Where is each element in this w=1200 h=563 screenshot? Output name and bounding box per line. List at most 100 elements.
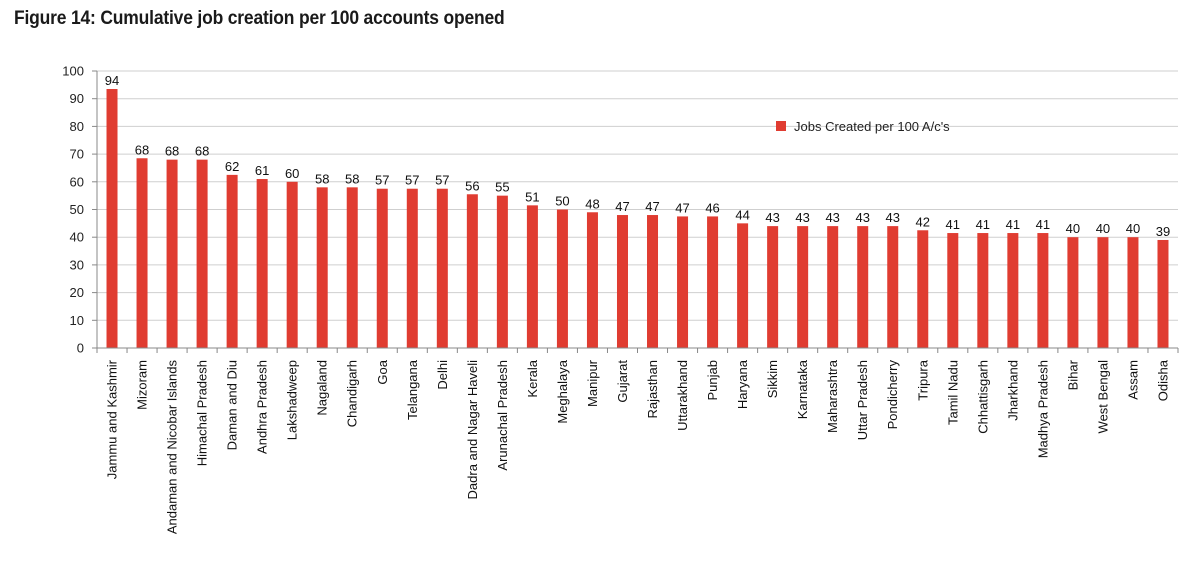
category-label: Rajasthan <box>645 360 660 419</box>
bar <box>767 226 779 348</box>
y-tick-label: 0 <box>77 341 84 356</box>
bar <box>496 195 508 348</box>
category-label: Punjab <box>705 360 720 400</box>
category-label: Bihar <box>1065 359 1080 390</box>
legend-swatch <box>776 121 786 131</box>
bar <box>616 215 628 348</box>
bar <box>316 187 328 348</box>
category-label: Uttarakhand <box>675 360 690 431</box>
data-labels: 94 68 68 68 62 61 60 58 58 57 57 57 56 55 51 50 48 47 47 47… <box>105 73 1170 239</box>
category-label: Arunachal Pradesh <box>495 360 510 471</box>
category-label: Sikkim <box>765 360 780 398</box>
bars <box>106 89 1169 348</box>
data-label: 51 <box>525 189 539 204</box>
bar <box>106 89 118 348</box>
category-label: Chhattisgarh <box>975 360 990 434</box>
data-label: 40 <box>1096 221 1110 236</box>
y-tick-label: 40 <box>70 230 84 245</box>
data-label: 41 <box>976 217 990 232</box>
legend-entry: Jobs Created per 100 A/c's <box>794 119 950 134</box>
data-label: 57 <box>435 173 449 188</box>
bar <box>707 216 719 348</box>
category-label: Karnataka <box>795 359 810 419</box>
data-label: 47 <box>615 199 629 214</box>
data-label: 44 <box>735 207 749 222</box>
bar <box>1097 237 1109 348</box>
y-tick-label: 100 <box>62 64 84 79</box>
category-label: West Bengal <box>1095 360 1110 434</box>
category-label: Jharkhand <box>1005 360 1020 421</box>
bar <box>857 226 869 348</box>
data-label: 43 <box>825 210 839 225</box>
category-label: Uttar Pradesh <box>855 360 870 440</box>
data-label: 41 <box>946 217 960 232</box>
category-label: Nagaland <box>315 360 330 416</box>
category-label: Andaman and Nicobar Islands <box>165 360 180 535</box>
bar <box>526 205 538 348</box>
bar <box>436 188 448 348</box>
y-tick-label: 10 <box>70 313 84 328</box>
bar <box>586 212 598 348</box>
category-label: Pondicherry <box>885 360 900 430</box>
figure-title: Figure 14: Cumulative job creation per 1… <box>14 8 505 29</box>
category-label: Lakshadweep <box>285 360 300 440</box>
gridlines <box>97 70 1178 321</box>
data-label: 58 <box>345 171 359 186</box>
data-label: 41 <box>1036 217 1050 232</box>
category-label: Daman and Diu <box>225 360 240 450</box>
data-label: 57 <box>405 173 419 188</box>
bar <box>887 226 899 348</box>
bar <box>286 181 298 348</box>
data-label: 56 <box>465 178 479 193</box>
bar <box>647 215 659 348</box>
y-tick-label: 30 <box>70 257 84 272</box>
bar <box>947 233 959 348</box>
legend: Jobs Created per 100 A/c's <box>776 119 950 134</box>
data-label: 47 <box>645 199 659 214</box>
category-label: Manipur <box>585 359 600 407</box>
category-label: Assam <box>1125 360 1140 400</box>
data-label: 41 <box>1006 217 1020 232</box>
bar <box>827 226 839 348</box>
data-label: 40 <box>1126 221 1140 236</box>
category-label: Tamil Nadu <box>945 360 960 425</box>
category-label: Andhra Pradesh <box>255 360 270 454</box>
bar <box>1007 233 1019 348</box>
bar <box>406 188 418 348</box>
y-tick-label: 60 <box>70 174 84 189</box>
bar <box>677 216 689 348</box>
bar <box>1037 233 1049 348</box>
data-label: 94 <box>105 73 119 88</box>
y-tick-label: 50 <box>70 202 84 217</box>
bar <box>166 159 178 348</box>
data-label: 43 <box>765 210 779 225</box>
bar <box>256 179 268 348</box>
data-label: 58 <box>315 171 329 186</box>
data-label: 61 <box>255 163 269 178</box>
bar <box>136 158 148 348</box>
category-label: Haryana <box>735 359 750 409</box>
data-label: 43 <box>855 210 869 225</box>
category-label: Meghalaya <box>555 359 570 423</box>
category-label: Maharashtra <box>825 359 840 433</box>
bar <box>737 223 749 348</box>
category-label: Delhi <box>435 360 450 390</box>
data-label: 40 <box>1066 221 1080 236</box>
bar <box>556 209 568 348</box>
category-labels: Jammu and Kashmir Mizoram Andaman and Nico… <box>105 359 1171 534</box>
data-label: 47 <box>675 200 689 215</box>
data-label: 55 <box>495 180 509 195</box>
category-label: Tripura <box>915 359 930 400</box>
bar <box>917 230 929 348</box>
bar <box>977 233 989 348</box>
bar <box>196 159 208 348</box>
category-label: Kerala <box>525 359 540 397</box>
data-label: 68 <box>195 144 209 159</box>
category-label: Jammu and Kashmir <box>105 359 120 479</box>
bar <box>1127 237 1139 348</box>
data-label: 62 <box>225 159 239 174</box>
bar <box>466 194 478 348</box>
category-label: Goa <box>375 359 390 384</box>
category-label: Telangana <box>405 359 420 420</box>
